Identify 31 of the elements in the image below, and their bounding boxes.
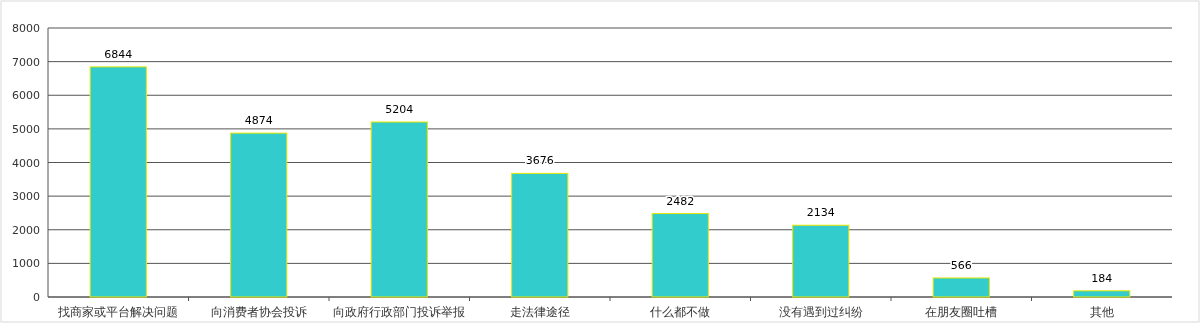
data-label: 4874 bbox=[244, 114, 273, 128]
x-tick-label: 找商家或平台解决问题 bbox=[57, 305, 179, 319]
x-tick-label: 向消费者协会投诉 bbox=[210, 305, 307, 319]
x-tick-label: 其他 bbox=[1089, 305, 1114, 319]
bar bbox=[370, 121, 428, 298]
bar bbox=[792, 224, 850, 298]
x-tick-label: 在朋友圈吐槽 bbox=[925, 305, 998, 319]
y-tick-label: 7000 bbox=[12, 55, 40, 69]
data-label: 6844 bbox=[104, 47, 133, 61]
y-tick-label: 1000 bbox=[12, 257, 40, 271]
data-label: 5204 bbox=[385, 103, 414, 117]
x-tick-label: 没有遇到过纠纷 bbox=[778, 305, 863, 319]
data-label: 2482 bbox=[666, 194, 695, 208]
data-label: 2134 bbox=[806, 206, 835, 220]
y-tick-label: 6000 bbox=[12, 89, 40, 103]
x-tick-label: 什么都不做 bbox=[649, 305, 711, 319]
y-tick-label: 4000 bbox=[12, 156, 40, 170]
data-label: 184 bbox=[1091, 271, 1113, 285]
bar bbox=[230, 132, 288, 298]
y-tick-label: 0 bbox=[33, 291, 40, 304]
y-tick-label: 8000 bbox=[12, 22, 40, 35]
y-tick-label: 3000 bbox=[12, 190, 40, 204]
y-tick-label: 2000 bbox=[12, 223, 40, 237]
bar bbox=[1073, 290, 1131, 298]
bar bbox=[89, 66, 147, 298]
bar bbox=[932, 277, 990, 298]
bar bbox=[651, 213, 709, 298]
x-tick-label: 向政府行政部门投诉举报 bbox=[333, 305, 466, 319]
y-tick-label: 5000 bbox=[12, 122, 40, 136]
bar bbox=[511, 172, 569, 298]
x-tick-label: 走法律途径 bbox=[509, 305, 570, 319]
